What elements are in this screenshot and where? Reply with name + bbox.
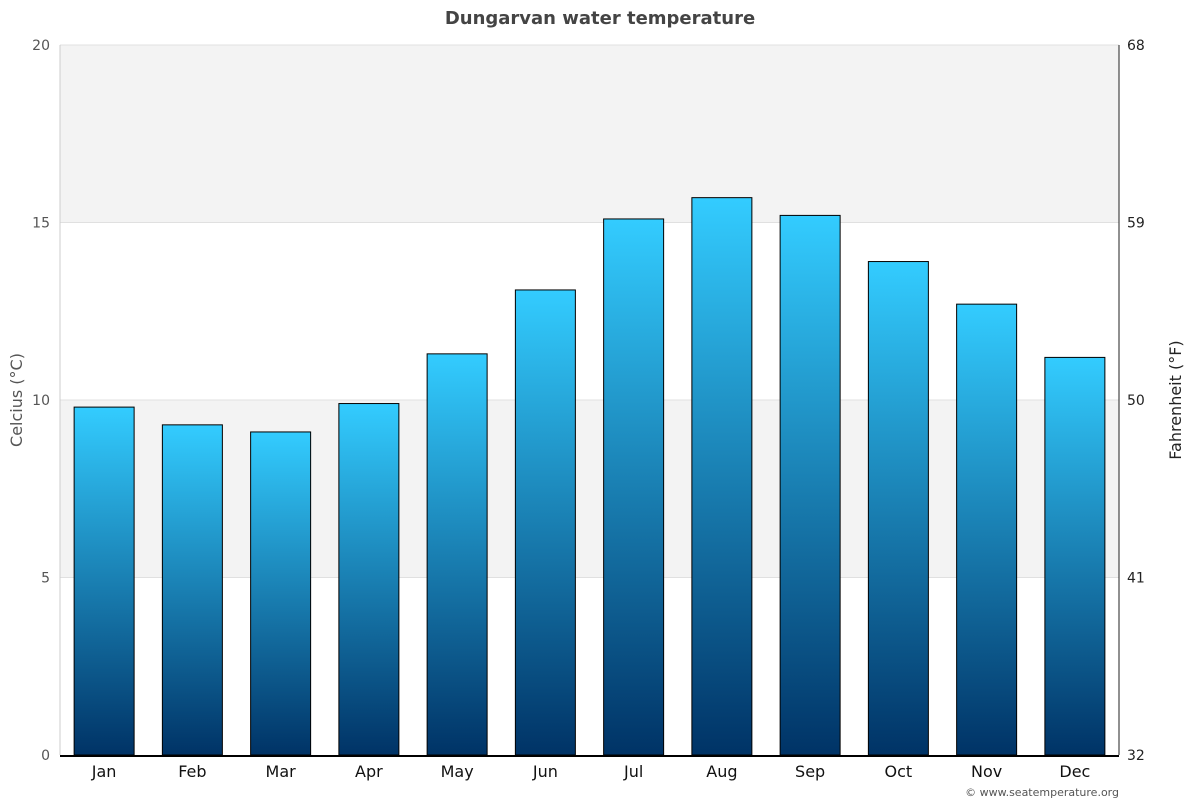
y2-tick-label: 41 xyxy=(1127,571,1145,587)
y-tick-label: 5 xyxy=(41,571,50,587)
bar-sep xyxy=(779,214,841,756)
y-axis-label: Celcius (°C) xyxy=(7,353,26,447)
x-tick-label: May xyxy=(441,762,474,781)
grid-band xyxy=(60,400,1119,578)
y2-tick-label: 32 xyxy=(1127,748,1145,764)
bar-apr xyxy=(338,403,400,756)
x-tick-label: Jul xyxy=(623,762,643,781)
y2-axis-label: Fahrenheit (°F) xyxy=(1166,340,1185,459)
y-tick-label: 0 xyxy=(41,748,50,764)
bar-nov xyxy=(956,303,1018,756)
x-tick-label: Dec xyxy=(1059,762,1090,781)
bar-jun xyxy=(514,289,576,756)
y2-tick-label: 50 xyxy=(1127,393,1145,409)
bar-oct xyxy=(867,261,929,756)
x-tick-label: Aug xyxy=(706,762,737,781)
grid-band xyxy=(60,45,1119,223)
x-tick-label: Jun xyxy=(532,762,558,781)
credit-text: © www.seatemperature.org xyxy=(965,786,1119,799)
y2-tick-label: 59 xyxy=(1127,216,1145,232)
y-tick-label: 10 xyxy=(32,393,50,409)
x-tick-label: Oct xyxy=(885,762,913,781)
x-tick-label: Mar xyxy=(266,762,297,781)
x-tick-label: Sep xyxy=(795,762,825,781)
x-tick-label: Apr xyxy=(355,762,383,781)
x-tick-label: Feb xyxy=(178,762,206,781)
y-tick-label: 15 xyxy=(32,216,50,232)
bar-mar xyxy=(250,431,312,756)
y-tick-label: 20 xyxy=(32,38,50,54)
bar-jan xyxy=(73,406,135,756)
bar-may xyxy=(426,353,488,756)
bar-feb xyxy=(161,424,223,756)
x-tick-label: Nov xyxy=(971,762,1002,781)
bar-dec xyxy=(1044,356,1106,756)
bar-jul xyxy=(603,218,665,756)
bar-aug xyxy=(691,197,753,756)
chart-title: Dungarvan water temperature xyxy=(445,8,755,29)
y2-tick-label: 68 xyxy=(1127,38,1145,54)
x-tick-label: Jan xyxy=(91,762,117,781)
